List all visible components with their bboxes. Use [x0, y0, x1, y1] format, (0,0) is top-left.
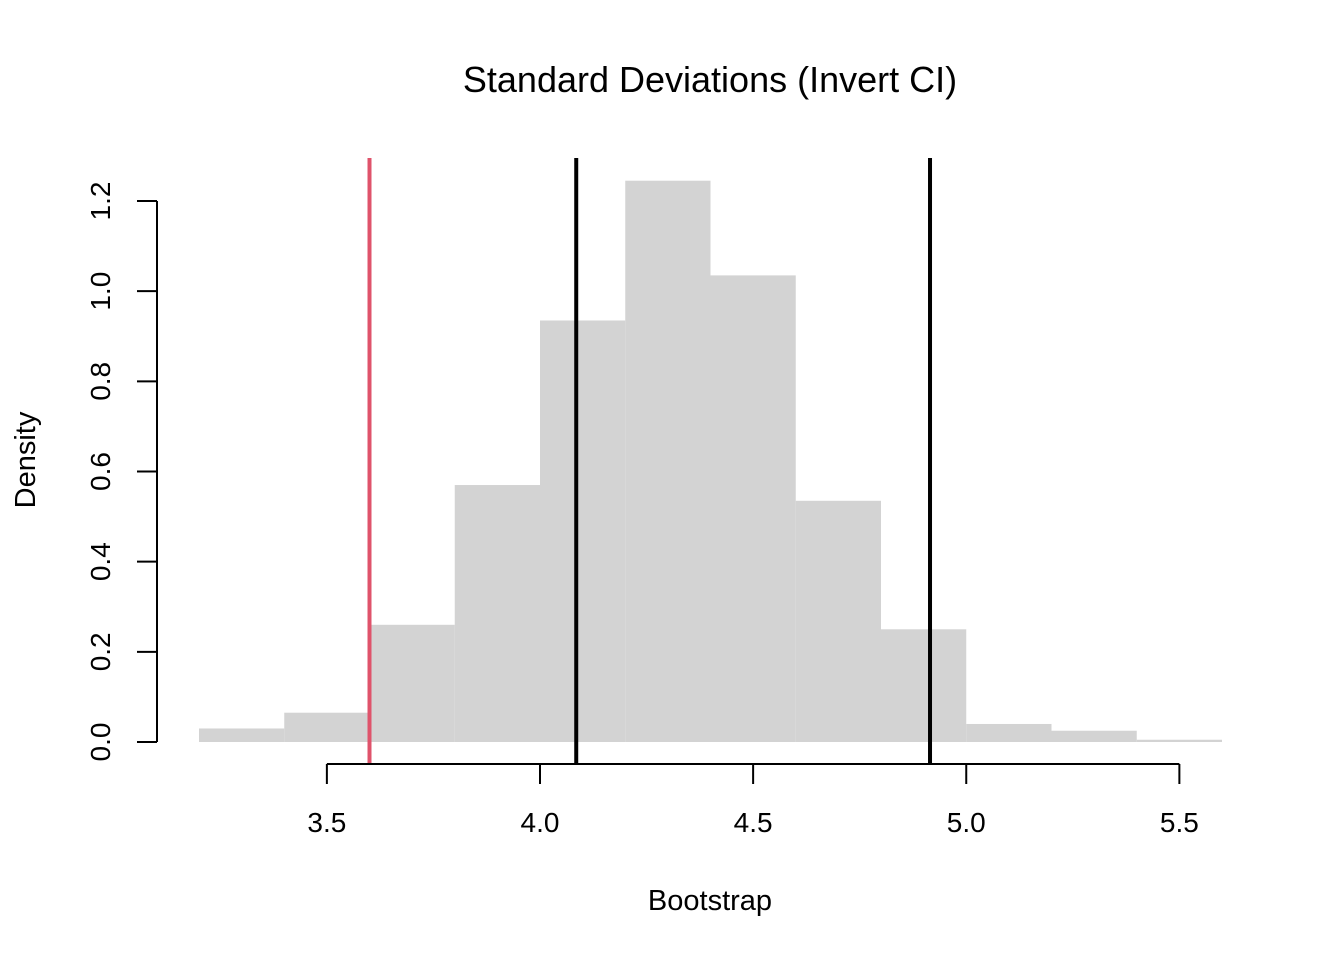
histogram-bar — [1136, 739, 1222, 742]
histogram-bar — [795, 500, 881, 742]
x-axis-title: Bootstrap — [648, 885, 772, 917]
histogram-bar — [454, 485, 540, 742]
x-axis: 3.5 4.0 4.5 5.0 5.5 — [307, 763, 1199, 838]
y-axis: 0.0 0.2 0.4 0.6 0.8 1.0 1.2 — [85, 182, 158, 762]
histogram-bar — [881, 629, 967, 742]
y-tick-label: 0.4 — [85, 542, 116, 581]
x-tick-label: 5.0 — [947, 807, 986, 838]
x-tick-label: 4.5 — [734, 807, 773, 838]
reference-lines — [367, 158, 933, 764]
y-axis-title: Density — [10, 411, 42, 508]
histogram-bar — [199, 728, 285, 742]
x-tick-label: 4.0 — [521, 807, 560, 838]
y-tick-label: 0.6 — [85, 452, 116, 491]
histogram-bar — [625, 180, 711, 742]
x-tick-label: 3.5 — [307, 807, 346, 838]
chart-title: Standard Deviations (Invert CI) — [463, 59, 957, 100]
histogram-bar — [710, 275, 796, 742]
y-tick-label: 0.2 — [85, 632, 116, 671]
histogram-bar — [1051, 730, 1137, 742]
y-tick-label: 1.0 — [85, 272, 116, 311]
y-tick-label: 1.2 — [85, 182, 116, 221]
histogram-bars — [199, 180, 1222, 742]
histogram-bar — [284, 712, 370, 742]
histogram-bar — [369, 624, 455, 742]
histogram-bar — [540, 320, 626, 742]
x-tick-label: 5.5 — [1160, 807, 1199, 838]
y-tick-label: 0.8 — [85, 362, 116, 401]
y-tick-label: 0.0 — [85, 723, 116, 762]
histogram-bar — [966, 723, 1052, 742]
